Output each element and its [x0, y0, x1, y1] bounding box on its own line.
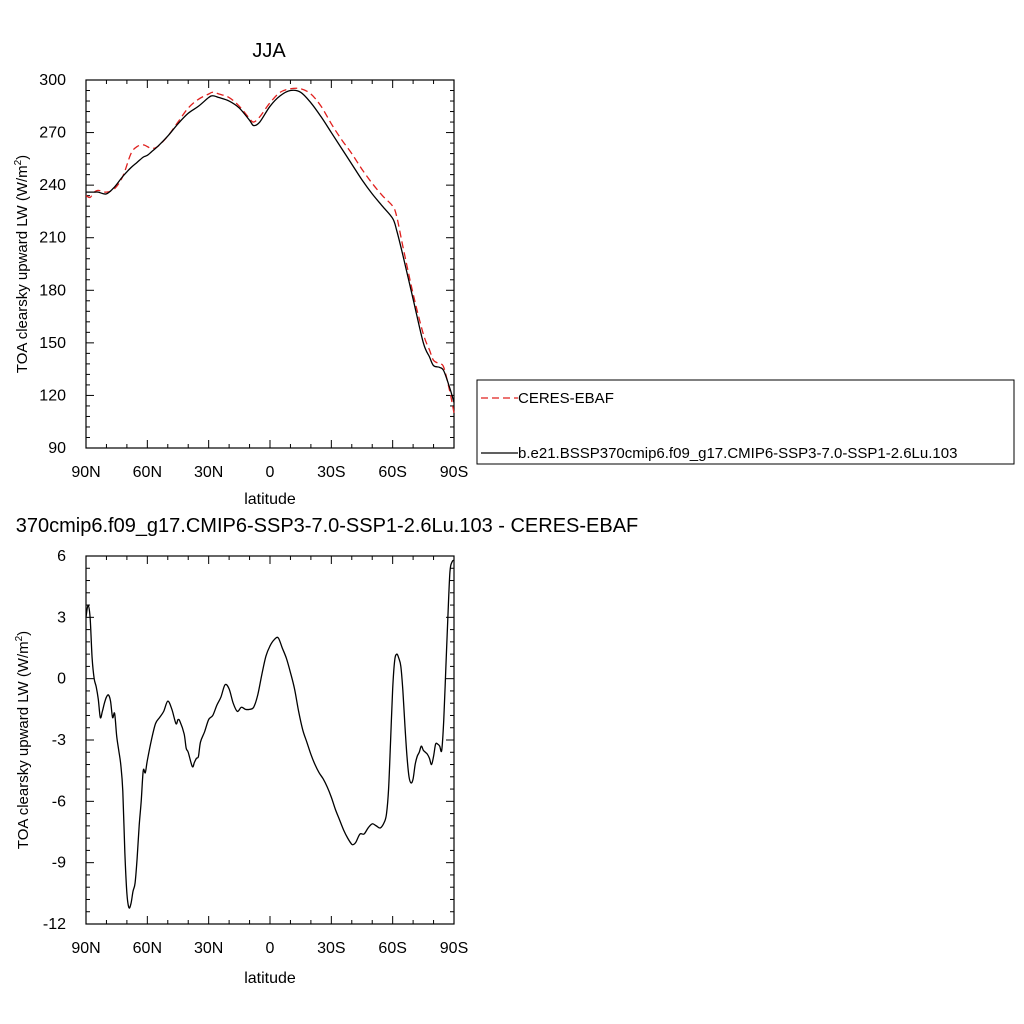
ytick-label: 150: [39, 335, 66, 352]
xtick-label: 30N: [194, 940, 223, 957]
ytick-label: 300: [39, 72, 66, 89]
xtick-label: 60S: [378, 940, 406, 957]
ytick-label: -3: [52, 732, 66, 749]
ytick-label: 180: [39, 282, 66, 299]
top-plot-ylabel: TOA clearsky upward LW (W/m2): [13, 155, 31, 373]
xtick-label: 30S: [317, 464, 345, 481]
legend-box: [476, 379, 1015, 465]
xtick-label: 60S: [378, 464, 406, 481]
top-plot-series: [85, 87, 455, 414]
top-plot: JJA 90N 60N 30N 0 30S 60S 90S 90 120 150 180 210 240…: [13, 40, 1015, 508]
bottom-plot-ticks: 90N 60N 30N 0 30S 60S 90S -12 -9 -6 -3 0 3 6: [43, 548, 468, 957]
bottom-plot-title: 370cmip6.f09_g17.CMIP6-SSP3-7.0-SSP1-2.6…: [16, 515, 639, 537]
bottom-plot-xlabel: latitude: [244, 970, 296, 987]
xtick-label: 90N: [71, 464, 100, 481]
legend-label-ceres: CERES-EBAF: [518, 390, 614, 407]
xtick-label: 30N: [194, 464, 223, 481]
series-line-difference: [85, 559, 455, 909]
top-plot-xlabel: latitude: [244, 491, 296, 508]
legend: CERES-EBAF b.e21.BSSP370cmip6.f09_g17.CM…: [476, 379, 1015, 465]
top-plot-frame: [85, 79, 455, 449]
bottom-plot-series: [85, 559, 455, 909]
top-plot-title: JJA: [252, 40, 286, 62]
series-line-ceres-ebaf: [85, 87, 455, 414]
ytick-label: 6: [57, 548, 66, 565]
series-line-model: [85, 89, 455, 403]
xtick-label: 60N: [133, 940, 162, 957]
xtick-label: 90N: [71, 940, 100, 957]
xtick-label: 0: [266, 464, 275, 481]
bottom-plot-ylabel: TOA clearsky upward LW (W/m2): [14, 631, 32, 849]
ytick-label: -12: [43, 916, 66, 933]
xtick-label: 60N: [133, 464, 162, 481]
bottom-plot-frame: [85, 555, 455, 925]
ytick-label: 0: [57, 671, 66, 688]
legend-label-model: b.e21.BSSP370cmip6.f09_g17.CMIP6-SSP3-7.…: [518, 445, 957, 462]
ytick-label: 120: [39, 387, 66, 404]
ytick-label: -9: [52, 855, 66, 872]
xtick-label: 90S: [440, 940, 468, 957]
ytick-label: 90: [48, 440, 66, 457]
xtick-label: 30S: [317, 940, 345, 957]
bottom-plot: 370cmip6.f09_g17.CMIP6-SSP3-7.0-SSP1-2.6…: [14, 515, 638, 987]
xtick-label: 90S: [440, 464, 468, 481]
ytick-label: 270: [39, 125, 66, 142]
ytick-label: 210: [39, 230, 66, 247]
top-plot-ticks: 90N 60N 30N 0 30S 60S 90S 90 120 150 180 210 240 270 3…: [39, 72, 468, 481]
ytick-label: 240: [39, 177, 66, 194]
xtick-label: 0: [266, 940, 275, 957]
ytick-label: 3: [57, 609, 66, 626]
ytick-label: -6: [52, 793, 66, 810]
